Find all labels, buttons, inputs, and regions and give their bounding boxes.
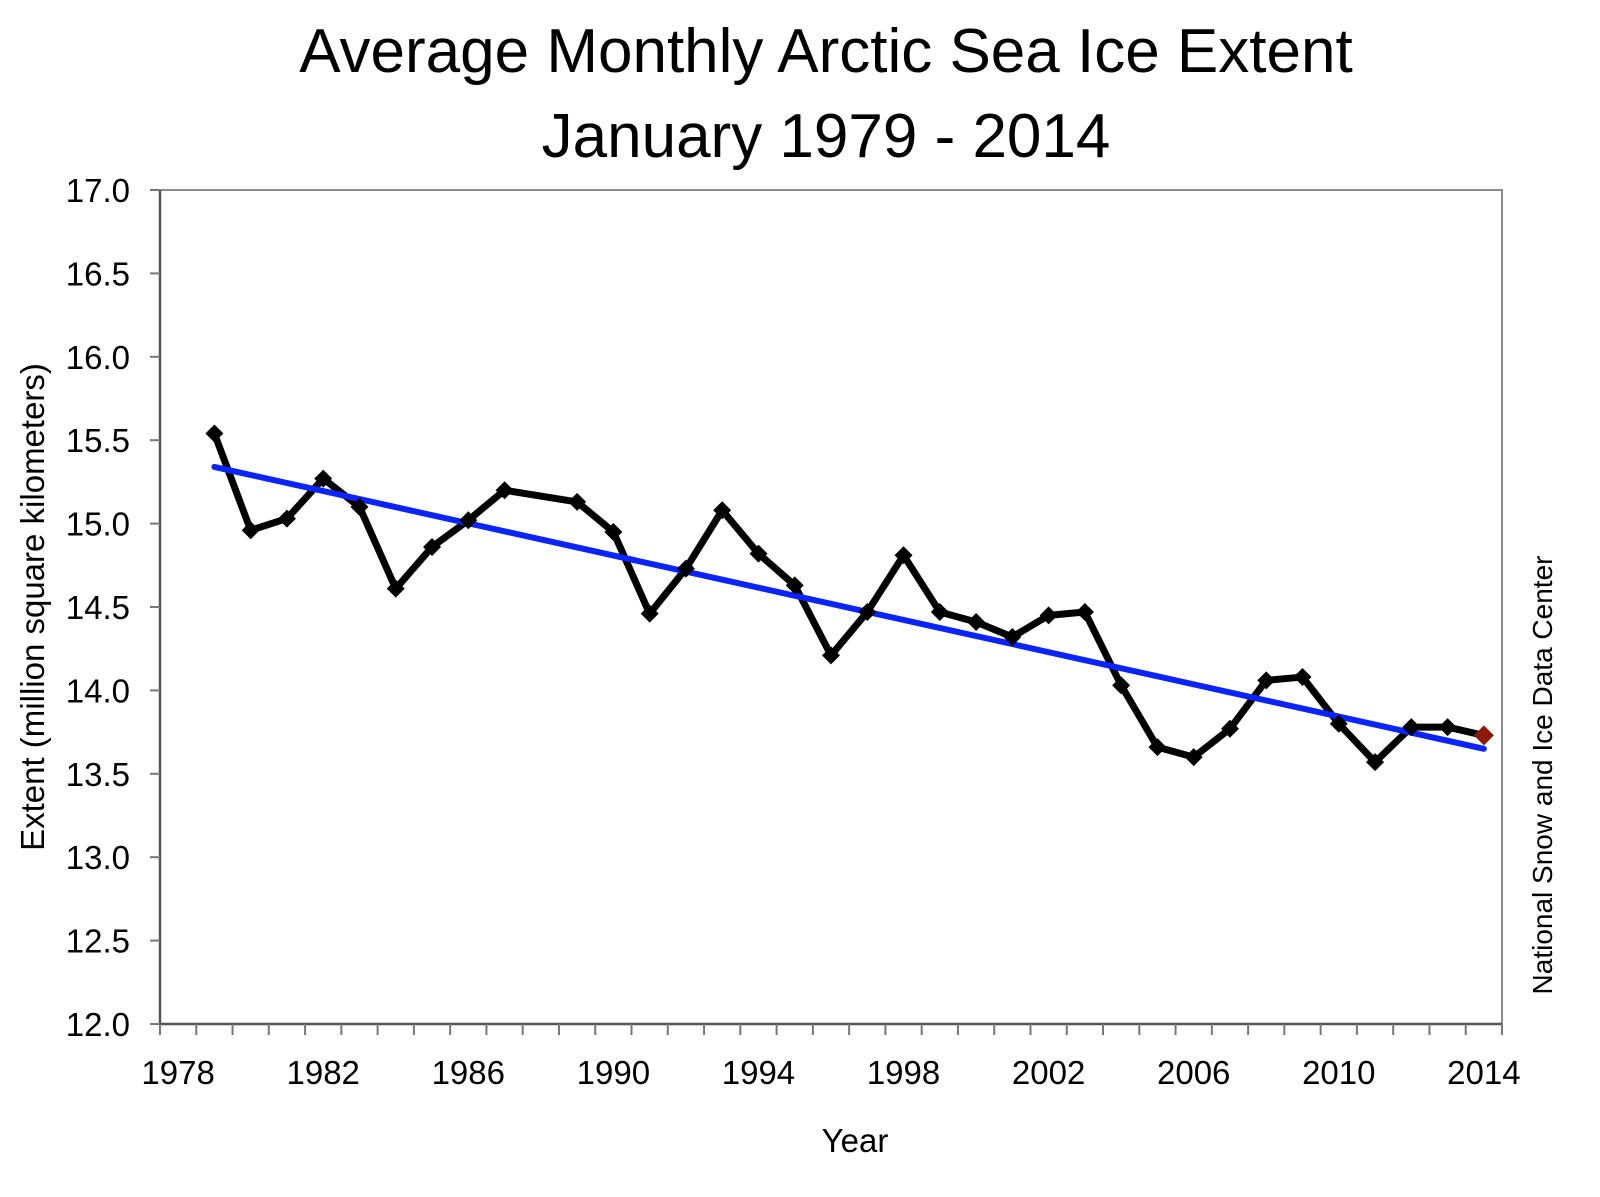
y-tick-label: 13.5	[66, 756, 130, 793]
extent-line	[211, 432, 1485, 766]
y-tick-label: 16.5	[66, 255, 130, 292]
y-tick-label: 15.5	[66, 422, 130, 459]
data-point	[1329, 714, 1348, 733]
data-point	[713, 501, 732, 520]
axes	[158, 189, 1503, 1026]
data-point	[676, 559, 695, 578]
data-point	[277, 509, 296, 528]
trend-line	[211, 463, 1487, 752]
data-point	[930, 603, 949, 622]
x-tick-label: 1994	[722, 1054, 795, 1091]
data-point	[386, 579, 405, 598]
data-point	[1039, 606, 1058, 625]
data-point	[205, 424, 224, 443]
x-tick-label: 1990	[577, 1054, 650, 1091]
data-point	[858, 603, 877, 622]
data-point	[1075, 603, 1094, 622]
data-point	[1366, 753, 1385, 772]
x-tick-label: 1982	[287, 1054, 360, 1091]
x-tick-label: 1986	[432, 1054, 505, 1091]
x-tick-label: 1978	[141, 1054, 214, 1091]
data-point	[423, 537, 442, 556]
x-axis-ticks: 1978 1982 1986 1990 1994 1998 2002 2006 2010 2014	[141, 1024, 1521, 1091]
x-tick-label: 2010	[1302, 1054, 1375, 1091]
data-point	[822, 646, 840, 665]
data-point	[604, 522, 623, 541]
data-point	[1220, 719, 1239, 738]
y-tick-label: 17.0	[66, 172, 130, 209]
data-point	[967, 613, 986, 632]
data-point	[640, 604, 659, 623]
x-tick-label: 2006	[1157, 1054, 1230, 1091]
latest-data-point	[1473, 725, 1494, 746]
y-tick-label: 15.0	[66, 506, 130, 543]
chart-subtitle: January 1979 - 2014	[542, 102, 1111, 171]
series-layer	[205, 424, 1494, 772]
y-tick-label: 12.0	[66, 1006, 130, 1043]
x-tick-label: 2014	[1447, 1054, 1520, 1091]
data-point	[459, 511, 478, 530]
data-point	[1112, 676, 1131, 695]
y-tick-label: 16.0	[66, 339, 130, 376]
plot-frame	[159, 189, 1503, 1025]
data-point	[894, 546, 913, 565]
data-point	[495, 481, 514, 500]
data-point	[749, 544, 768, 563]
data-point	[1257, 671, 1276, 690]
data-point	[241, 521, 260, 540]
x-axis-title: Year	[822, 1122, 889, 1159]
data-point	[1438, 718, 1457, 737]
y-tick-label: 13.0	[66, 839, 130, 876]
data-point	[1003, 628, 1022, 647]
y-tick-label: 14.0	[66, 672, 130, 709]
y-tick-label: 12.5	[66, 923, 130, 960]
data-point	[1293, 668, 1312, 687]
data-point	[350, 497, 369, 516]
data-point	[1402, 718, 1421, 737]
data-point	[1184, 748, 1203, 767]
y-axis-ticks: 12.0 12.5 13.0 13.5 14.0 14.5 15.0 15.5 16.0 16.5…	[66, 172, 160, 1043]
data-point	[568, 492, 587, 511]
y-axis-title: Extent (million square kilometers)	[14, 363, 51, 851]
y-tick-label: 14.5	[66, 589, 130, 626]
credit-label: National Snow and Ice Data Center	[1527, 556, 1558, 995]
data-point	[314, 469, 333, 488]
x-tick-label: 1998	[867, 1054, 940, 1091]
chart-title: Average Monthly Arctic Sea Ice Extent	[299, 17, 1352, 86]
x-tick-label: 2002	[1012, 1054, 1085, 1091]
data-point	[1148, 738, 1167, 757]
data-point	[785, 576, 804, 595]
